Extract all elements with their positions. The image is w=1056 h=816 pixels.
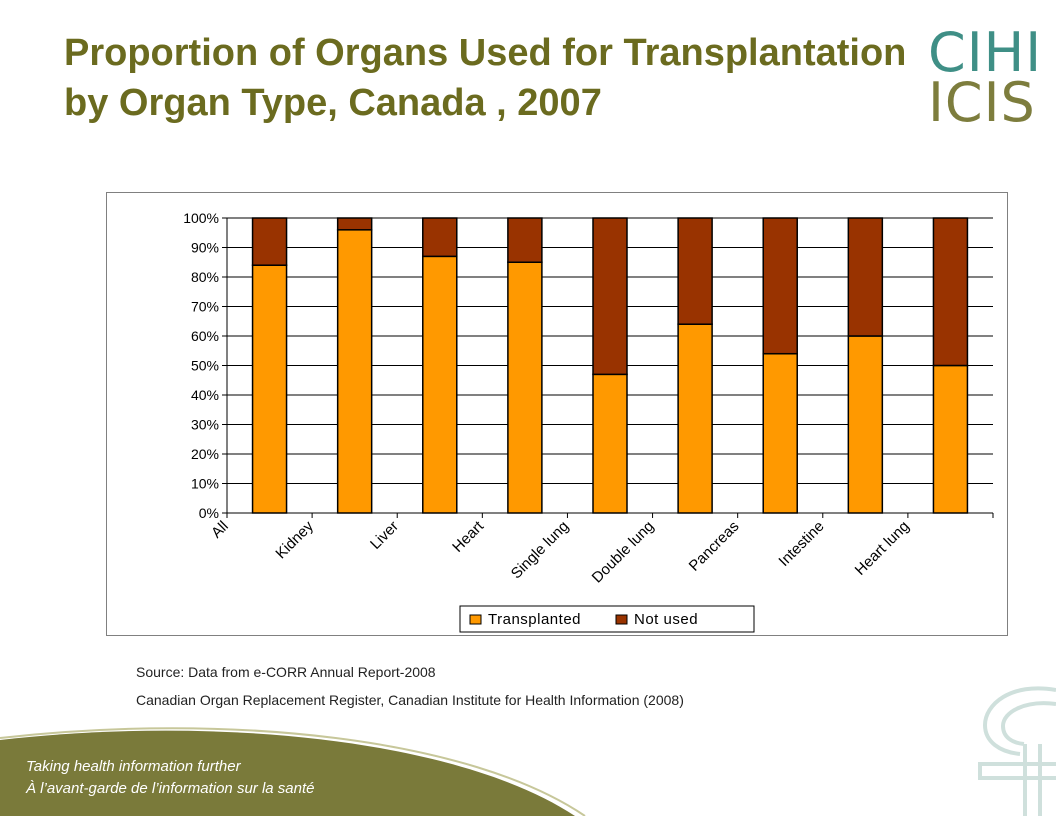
logo-icis-text: ICIS — [928, 71, 1036, 134]
y-tick-label: 0% — [199, 505, 219, 521]
tagline-french: À l’avant-garde de l’information sur la … — [26, 780, 315, 797]
y-tick-label: 60% — [191, 328, 219, 344]
y-tick-label: 80% — [191, 269, 219, 285]
legend-box — [459, 605, 755, 633]
logo-cihi-text: CIHI — [928, 21, 1043, 84]
source-line-2: Canadian Organ Replacement Register, Can… — [136, 692, 684, 708]
y-tick-label: 40% — [191, 387, 219, 403]
y-tick-label: 70% — [191, 299, 219, 315]
tagline-english: Taking health information further — [26, 758, 241, 775]
y-tick-label: 10% — [191, 476, 219, 492]
bar-segment — [932, 217, 969, 367]
stacked-bar-chart: 0%10%20%30%40%50%60%70%80%90%100%All Kidn… — [183, 210, 994, 633]
watermark-symbol-icon — [978, 686, 1056, 816]
bar-segment — [762, 352, 798, 514]
footer-curve-line — [0, 727, 586, 816]
bar-segment — [251, 217, 288, 266]
y-tick-label: 30% — [191, 417, 219, 433]
bar-segment — [336, 229, 373, 514]
y-tick-label: 100% — [183, 210, 219, 226]
bar-segment — [932, 364, 969, 514]
y-tick-label: 50% — [191, 358, 219, 374]
cihi-icis-logo: CIHI ICIS — [928, 21, 1043, 134]
bar-segment — [677, 323, 713, 514]
legend-swatch — [469, 614, 482, 625]
bar-segment — [592, 217, 628, 376]
bar-segment — [677, 217, 713, 325]
slide-title: Proportion of Organs Used for Transplant… — [64, 32, 907, 124]
bar-segment — [251, 264, 288, 514]
legend-label: Transplanted — [488, 611, 581, 628]
y-tick-label: 90% — [191, 240, 219, 256]
legend-label: Not used — [634, 611, 698, 628]
bar-segment — [762, 217, 798, 355]
bar-segment — [336, 217, 373, 231]
bar-segment — [507, 217, 543, 263]
bar-segment — [422, 255, 458, 514]
source-line-1: Source: Data from e-CORR Annual Report-2… — [136, 664, 436, 680]
footer-band — [0, 730, 575, 816]
bar-segment — [422, 217, 458, 258]
chart-frame: 0% 10% 20% 30% 40% 50% 60% 70% 80% 90% 100% All Kidn… — [106, 192, 1008, 636]
bar-segment — [847, 217, 884, 337]
y-tick-label: 20% — [191, 446, 219, 462]
legend-swatch — [615, 614, 628, 625]
